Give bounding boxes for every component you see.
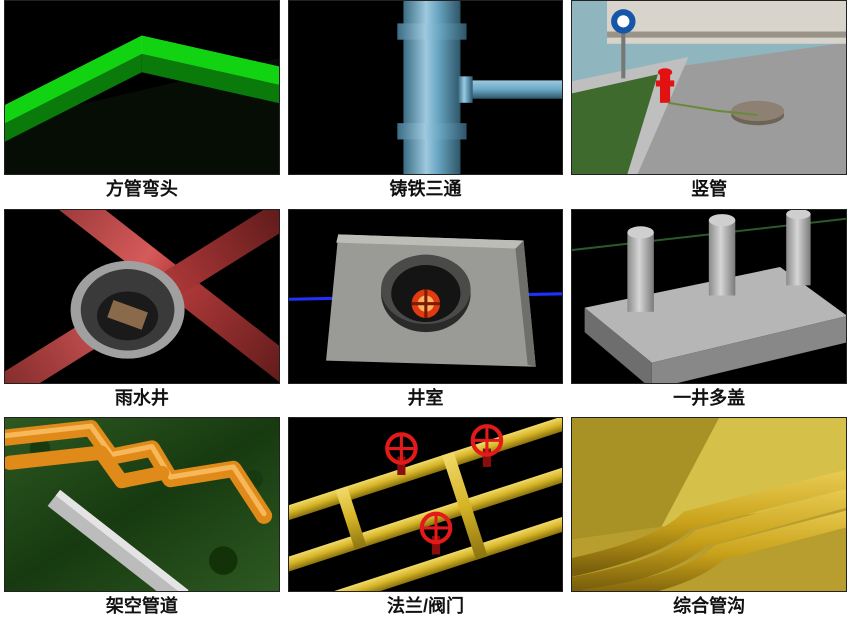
cell-utility-trench: 综合管沟 [571, 417, 847, 620]
thumb-cast-iron-tee[interactable] [288, 0, 564, 175]
thumbnail-grid: 方管弯头 铸铁三通 [0, 0, 851, 624]
thumb-flange-valve[interactable] [288, 417, 564, 592]
caption-cast-iron-tee: 铸铁三通 [389, 175, 461, 203]
thumb-well-chamber[interactable] [288, 209, 564, 384]
thumb-standpipe[interactable] [571, 0, 847, 175]
cell-flange-valve: 法兰/阀门 [288, 417, 564, 620]
caption-well-chamber: 井室 [407, 384, 443, 412]
thumb-utility-trench[interactable] [571, 417, 847, 592]
cell-overhead-pipe: 架空管道 [4, 417, 280, 620]
caption-flange-valve: 法兰/阀门 [387, 592, 464, 620]
thumb-square-pipe-elbow[interactable] [4, 0, 280, 175]
caption-square-pipe-elbow: 方管弯头 [106, 175, 178, 203]
caption-overhead-pipe: 架空管道 [106, 592, 178, 620]
caption-rain-well: 雨水井 [115, 384, 169, 412]
cell-standpipe: 竖管 [571, 0, 847, 203]
cell-cast-iron-tee: 铸铁三通 [288, 0, 564, 203]
caption-multi-cover-well: 一井多盖 [673, 384, 745, 412]
cell-rain-well: 雨水井 [4, 209, 280, 412]
cell-square-pipe-elbow: 方管弯头 [4, 0, 280, 203]
caption-utility-trench: 综合管沟 [673, 592, 745, 620]
cell-multi-cover-well: 一井多盖 [571, 209, 847, 412]
thumb-rain-well[interactable] [4, 209, 280, 384]
caption-standpipe: 竖管 [691, 175, 727, 203]
cell-well-chamber: 井室 [288, 209, 564, 412]
thumb-multi-cover-well[interactable] [571, 209, 847, 384]
thumb-overhead-pipe[interactable] [4, 417, 280, 592]
